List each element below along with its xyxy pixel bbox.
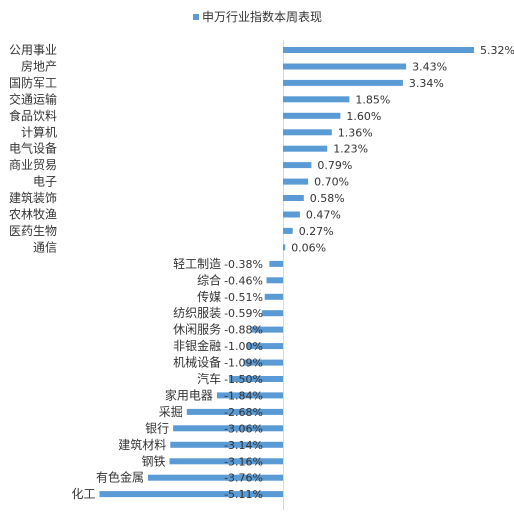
category-label: 电气设备 [9, 141, 57, 156]
category-label: 银行 [145, 421, 169, 435]
value-label: -2.68% [224, 406, 263, 419]
value-label: -1.00% [224, 340, 263, 353]
category-label: 国防军工 [9, 75, 57, 90]
legend: 申万行业指数本周表现 [193, 9, 322, 24]
bar [186, 408, 283, 415]
bar [283, 47, 474, 53]
category-label: 非银金融 [173, 338, 221, 353]
bar [229, 376, 283, 382]
category-label: 汽车 [197, 371, 221, 386]
value-label: -3.16% [224, 455, 263, 468]
legend-label: 申万行业指数本周表现 [202, 9, 322, 24]
category-label: 计算机 [21, 124, 57, 139]
bar [173, 425, 283, 432]
value-label: -0.38% [224, 258, 263, 271]
value-label: -0.51% [224, 291, 263, 304]
category-label: 传媒 [197, 289, 221, 304]
category-label: 综合 [197, 272, 221, 287]
category-label: 商业贸易 [9, 157, 57, 172]
bar [170, 441, 283, 448]
bar [169, 458, 283, 465]
category-label: 化工 [71, 487, 95, 501]
bar [283, 96, 350, 103]
bar [283, 244, 286, 251]
value-label: 5.32% [480, 44, 514, 57]
bar [264, 293, 283, 300]
category-label: 轻工制造 [173, 257, 221, 271]
category-label: 采掘 [159, 404, 183, 419]
bar [251, 326, 283, 333]
category-label: 食品饮料 [9, 108, 57, 123]
value-label: 1.36% [338, 126, 373, 139]
category-label: 纺织服装 [173, 306, 221, 320]
value-label: -3.14% [224, 439, 263, 452]
bar [247, 343, 283, 350]
bar [283, 162, 312, 169]
value-label: -0.88% [224, 324, 263, 337]
bar [283, 63, 407, 70]
bar [216, 392, 283, 399]
category-label: 建筑装饰 [9, 190, 57, 205]
value-label: 0.27% [299, 225, 334, 238]
bar [243, 359, 283, 366]
value-label: -3.76% [224, 472, 263, 485]
value-label: -1.84% [224, 389, 263, 402]
bar [148, 474, 283, 481]
value-label: -0.46% [224, 274, 263, 287]
bar [283, 227, 293, 234]
category-label: 农林牧渔 [9, 208, 57, 222]
value-label: -5.11% [224, 488, 263, 501]
value-label: 0.47% [306, 209, 341, 222]
category-label: 交通运输 [9, 91, 57, 106]
category-label: 家用电器 [165, 387, 213, 402]
bar [269, 260, 283, 267]
category-label: 钢铁 [141, 454, 165, 468]
value-label: 0.06% [291, 241, 326, 254]
bar [99, 491, 283, 498]
value-label: 0.58% [310, 192, 345, 205]
bar [283, 195, 304, 201]
bar [283, 79, 403, 86]
value-label: 1.23% [333, 143, 368, 156]
value-label: 3.34% [409, 77, 444, 90]
value-label: 1.85% [355, 93, 390, 106]
value-label: -1.50% [224, 373, 263, 386]
category-label: 电子 [33, 175, 57, 189]
category-label: 房地产 [21, 59, 57, 74]
bar [283, 112, 341, 119]
value-label: 0.79% [317, 159, 352, 172]
bar [261, 310, 283, 317]
bar [283, 129, 332, 136]
value-label: -1.09% [224, 357, 263, 370]
category-label: 建筑材料 [118, 437, 166, 452]
category-label: 休闲服务 [173, 322, 221, 337]
category-label: 有色金属 [96, 470, 144, 485]
value-label: -0.59% [224, 307, 263, 320]
bar [283, 178, 309, 185]
legend-swatch [193, 14, 199, 20]
category-label: 医药生物 [9, 224, 57, 238]
bar [266, 277, 283, 284]
value-label: 0.70% [314, 176, 349, 189]
bar [283, 145, 328, 152]
value-label: 3.43% [412, 61, 447, 74]
category-label: 机械设备 [173, 355, 221, 370]
category-label: 通信 [33, 240, 57, 254]
value-label: -3.06% [224, 422, 263, 435]
bar [283, 211, 300, 218]
value-label: 1.60% [346, 110, 381, 123]
category-label: 公用事业 [9, 43, 57, 57]
